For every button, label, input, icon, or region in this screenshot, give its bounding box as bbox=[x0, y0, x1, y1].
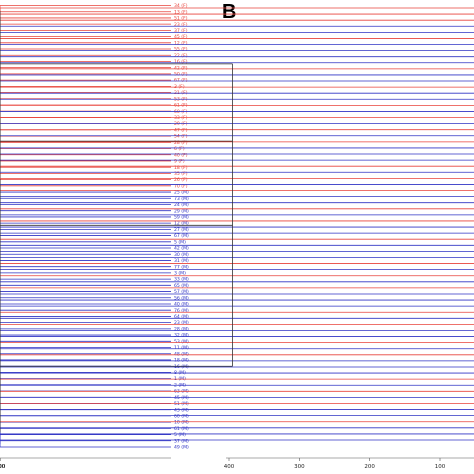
leaf-label: 30 (M) bbox=[174, 252, 189, 258]
leaf-label: 5 (M) bbox=[174, 239, 186, 245]
leaf-label: 64 (M) bbox=[174, 314, 189, 320]
leaf-label: 70 (F) bbox=[174, 183, 188, 189]
leaf-label: 76 (M) bbox=[174, 308, 189, 314]
leaf-label: 29 (M) bbox=[174, 208, 189, 214]
leaf-label: 67 (M) bbox=[174, 233, 189, 239]
leaf-label: 12 (M) bbox=[174, 221, 189, 227]
leaf-label: 34 (F) bbox=[174, 3, 188, 9]
leaf-label: 54 (F) bbox=[174, 134, 188, 140]
leaf-label: 25 (M) bbox=[174, 190, 189, 196]
leaf-label: 60 (M) bbox=[174, 414, 189, 420]
leaf-label: 31 (M) bbox=[174, 258, 189, 264]
leaf-label: 37 (F) bbox=[174, 28, 188, 34]
leaf-label: 43 (M) bbox=[174, 407, 189, 413]
leaf-label: 40 (F) bbox=[174, 152, 188, 158]
leaf-label: 22 (F) bbox=[174, 53, 188, 59]
leaf-label: 28 (F) bbox=[174, 140, 188, 146]
leaf-label: 77 (M) bbox=[174, 264, 189, 270]
leaf-label: 35 (F) bbox=[174, 171, 188, 177]
leaf-label: 42 (F) bbox=[174, 65, 188, 71]
leaf-label: 10 (M) bbox=[174, 420, 189, 426]
leaf-label: 28 (M) bbox=[174, 326, 189, 332]
leaf-label: 48 (M) bbox=[174, 351, 189, 357]
leaf-label: 27 (M) bbox=[174, 227, 189, 233]
panel-a-dendrogram: 34 (F)13 (F)51 (F)23 (F)37 (F)45 (F)12 (… bbox=[0, 3, 189, 470]
panel-a-tick-label: 300 bbox=[0, 464, 6, 470]
leaf-label: 45 (M) bbox=[174, 395, 189, 401]
leaf-label: 3 (M) bbox=[174, 270, 186, 276]
panel-a-tick-label: 200 bbox=[0, 464, 6, 470]
panel-a-tick-label: 100 bbox=[0, 464, 6, 470]
leaf-label: 61 (M) bbox=[174, 426, 189, 432]
leaf-label: 13 (F) bbox=[174, 9, 188, 15]
leaf-label: 45 (F) bbox=[174, 34, 188, 40]
leaf-label: 40 (M) bbox=[174, 302, 189, 308]
panel-divider bbox=[214, 0, 217, 474]
leaf-label: 32 (M) bbox=[174, 333, 189, 339]
leaf-label: 57 (M) bbox=[174, 289, 189, 295]
leaf-label: 29 (F) bbox=[174, 121, 188, 127]
leaf-label: 18 (F) bbox=[174, 165, 188, 171]
panel-b-tick-label: 200 bbox=[364, 464, 375, 470]
leaf-label: 11 (M) bbox=[174, 345, 189, 351]
leaf-label: 55 (F) bbox=[174, 47, 188, 53]
leaf-label: 37 (M) bbox=[174, 438, 189, 444]
leaf-label: 65 (M) bbox=[174, 283, 189, 289]
leaf-label: 56 (M) bbox=[174, 295, 189, 301]
leaf-label: 6 (F) bbox=[174, 146, 185, 152]
leaf-label: 59 (M) bbox=[174, 215, 189, 221]
leaf-label: 12 (F) bbox=[174, 40, 188, 46]
leaf-label: 23 (M) bbox=[174, 320, 189, 326]
leaf-label: 51 (M) bbox=[174, 401, 189, 407]
leaf-label: 24 (M) bbox=[174, 202, 189, 208]
leaf-label: 23 (F) bbox=[174, 22, 188, 28]
leaf-label: 42 (M) bbox=[174, 246, 189, 252]
leaf-label: 26 (F) bbox=[174, 177, 188, 183]
leaf-label: 50 (F) bbox=[174, 72, 188, 78]
leaf-label: 73 (M) bbox=[174, 196, 189, 202]
leaf-label: 33 (F) bbox=[174, 115, 188, 121]
panel-b-tick-label: 100 bbox=[435, 464, 446, 470]
leaf-label: 16 (F) bbox=[174, 59, 188, 65]
panel-b-tick-label: 400 bbox=[224, 464, 235, 470]
leaf-label: 47 (F) bbox=[174, 127, 188, 133]
leaf-label: 53 (M) bbox=[174, 339, 189, 345]
panel-a-tick-label: 0 bbox=[0, 464, 2, 470]
panel-b-tick-label: 300 bbox=[294, 464, 305, 470]
panel-b-label: B bbox=[222, 1, 236, 23]
leaf-label: 5 (M) bbox=[174, 432, 186, 438]
leaf-label: 49 (M) bbox=[174, 445, 189, 451]
leaf-label: 9 (F) bbox=[174, 159, 185, 165]
leaf-label: 33 (M) bbox=[174, 277, 189, 283]
leaf-label: 51 (F) bbox=[174, 16, 188, 22]
